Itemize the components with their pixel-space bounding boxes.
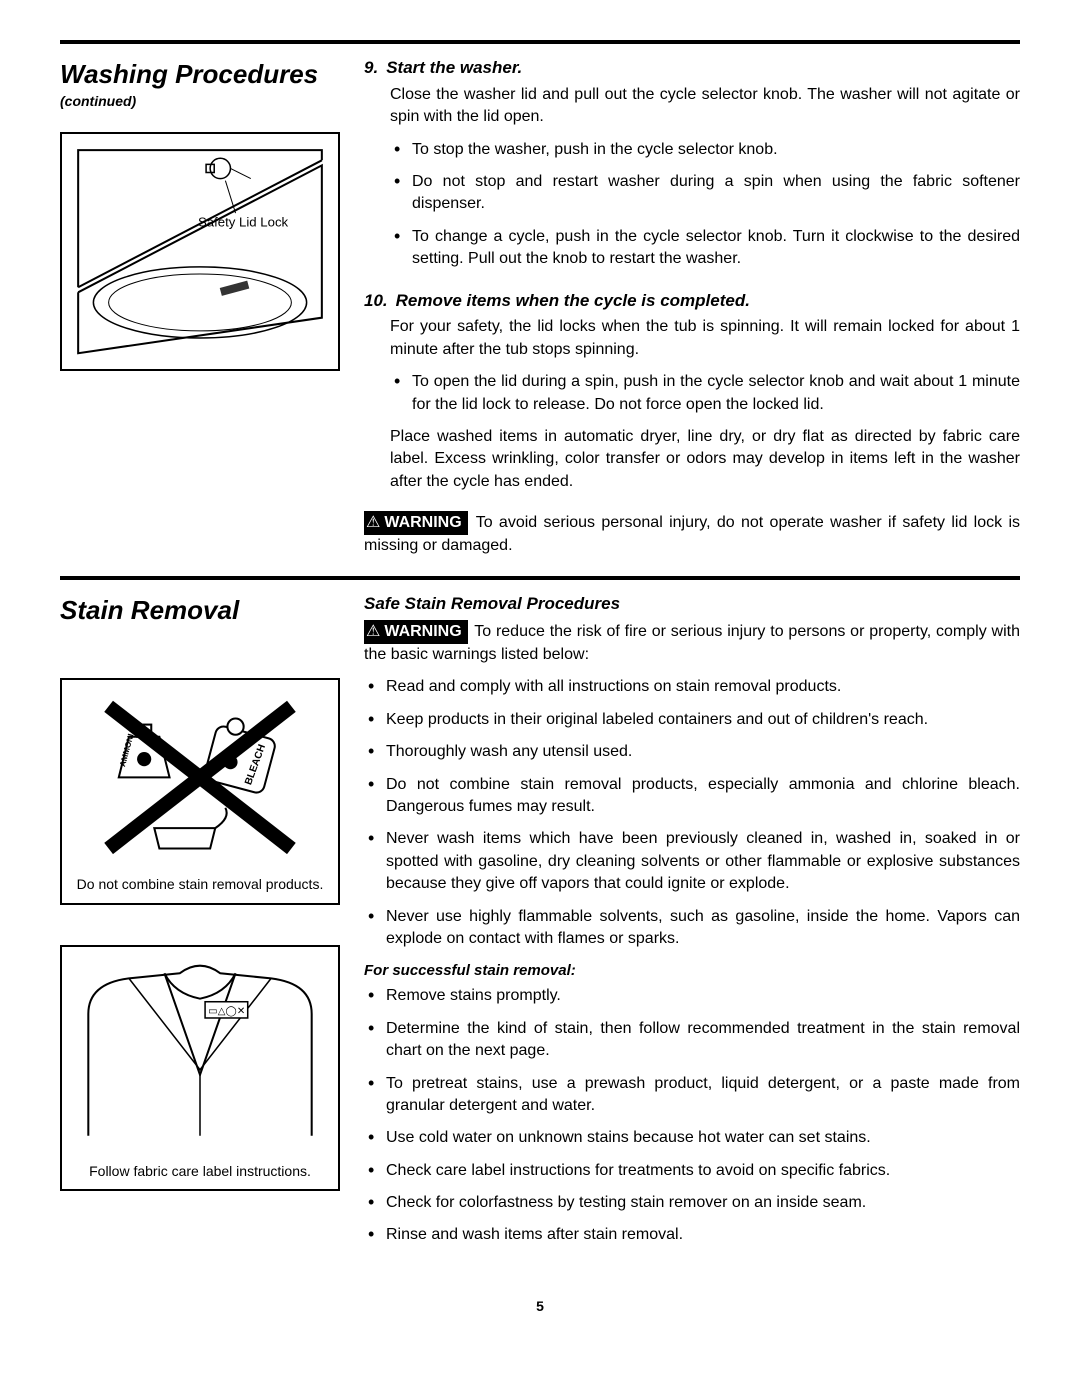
stain-title: Stain Removal	[60, 592, 340, 628]
figure-no-combine: AMMONIA BLEACH Do not combine stain remo…	[60, 678, 340, 904]
list-item: To open the lid during a spin, push in t…	[390, 371, 1020, 416]
step-10-body: For your safety, the lid locks when the …	[364, 316, 1020, 493]
step-10-after: Place washed items in automatic dryer, l…	[390, 426, 1020, 493]
successful-heading: For successful stain removal:	[364, 960, 1020, 981]
top-rule	[60, 40, 1020, 44]
stain-bullets-1: Read and comply with all instructions on…	[364, 676, 1020, 950]
section-rule	[60, 576, 1020, 580]
list-item: To change a cycle, push in the cycle sel…	[390, 226, 1020, 271]
washing-title: Washing Procedures	[60, 56, 340, 92]
step-9-heading: 9. Start the washer.	[364, 56, 1020, 80]
washing-right-col: 9. Start the washer. Close the washer li…	[364, 56, 1020, 558]
warning-badge: WARNING	[364, 620, 468, 644]
svg-text:▭△◯✕: ▭△◯✕	[208, 1006, 245, 1017]
step-9-intro: Close the washer lid and pull out the cy…	[390, 84, 1020, 129]
list-item: Use cold water on unknown stains because…	[364, 1127, 1020, 1149]
list-item: To pretreat stains, use a prewash produc…	[364, 1073, 1020, 1118]
step-10-num: 10.	[364, 289, 388, 313]
list-item: To stop the washer, push in the cycle se…	[390, 139, 1020, 161]
warning-badge: WARNING	[364, 511, 468, 535]
list-item: Thoroughly wash any utensil used.	[364, 741, 1020, 763]
step-10-intro: For your safety, the lid locks when the …	[390, 316, 1020, 361]
list-item: Keep products in their original labeled …	[364, 709, 1020, 731]
step-9-bullets: To stop the washer, push in the cycle se…	[390, 139, 1020, 271]
stain-right-col: Safe Stain Removal Procedures WARNING To…	[364, 592, 1020, 1257]
figure-care-label: ▭△◯✕ Follow fabric care label instructio…	[60, 945, 340, 1192]
washing-warning: WARNING To avoid serious personal injury…	[364, 511, 1020, 558]
step-9: 9. Start the washer. Close the washer li…	[364, 56, 1020, 271]
list-item: Never wash items which have been previou…	[364, 828, 1020, 895]
step-10-heading: 10. Remove items when the cycle is compl…	[364, 289, 1020, 313]
stain-subheading: Safe Stain Removal Procedures	[364, 592, 1020, 616]
stain-left-col: Stain Removal AMMONIA BLEACH	[60, 592, 340, 1257]
page-number: 5	[60, 1297, 1020, 1317]
washing-left-col: Washing Procedures (continued) Safety Li…	[60, 56, 340, 558]
shirt-illustration: ▭△◯✕	[68, 953, 332, 1156]
lid-lock-illustration: Safety Lid Lock	[68, 140, 332, 363]
figure3-caption: Follow fabric care label instructions.	[68, 1156, 332, 1184]
stain-section: Stain Removal AMMONIA BLEACH	[60, 592, 1020, 1257]
continued-label: (continued)	[60, 92, 340, 112]
lid-lock-label: Safety Lid Lock	[198, 214, 289, 229]
list-item: Determine the kind of stain, then follow…	[364, 1018, 1020, 1063]
list-item: Do not combine stain removal products, e…	[364, 774, 1020, 819]
list-item: Never use highly flammable solvents, suc…	[364, 906, 1020, 951]
step-9-title: Start the washer.	[386, 56, 522, 80]
step-9-body: Close the washer lid and pull out the cy…	[364, 84, 1020, 271]
step-10-bullets: To open the lid during a spin, push in t…	[390, 371, 1020, 416]
step-10: 10. Remove items when the cycle is compl…	[364, 289, 1020, 494]
step-10-title: Remove items when the cycle is completed…	[396, 289, 750, 313]
list-item: Read and comply with all instructions on…	[364, 676, 1020, 698]
list-item: Do not stop and restart washer during a …	[390, 171, 1020, 216]
no-combine-illustration: AMMONIA BLEACH	[68, 686, 332, 869]
stain-bullets-2: Remove stains promptly. Determine the ki…	[364, 985, 1020, 1247]
list-item: Rinse and wash items after stain removal…	[364, 1224, 1020, 1246]
stain-warning: WARNING To reduce the risk of fire or se…	[364, 620, 1020, 667]
washing-section: Washing Procedures (continued) Safety Li…	[60, 56, 1020, 558]
list-item: Check for colorfastness by testing stain…	[364, 1192, 1020, 1214]
step-9-num: 9.	[364, 56, 378, 80]
figure2-caption: Do not combine stain removal products.	[68, 869, 332, 897]
list-item: Remove stains promptly.	[364, 985, 1020, 1007]
list-item: Check care label instructions for treatm…	[364, 1160, 1020, 1182]
figure-safety-lid-lock: Safety Lid Lock	[60, 132, 340, 371]
